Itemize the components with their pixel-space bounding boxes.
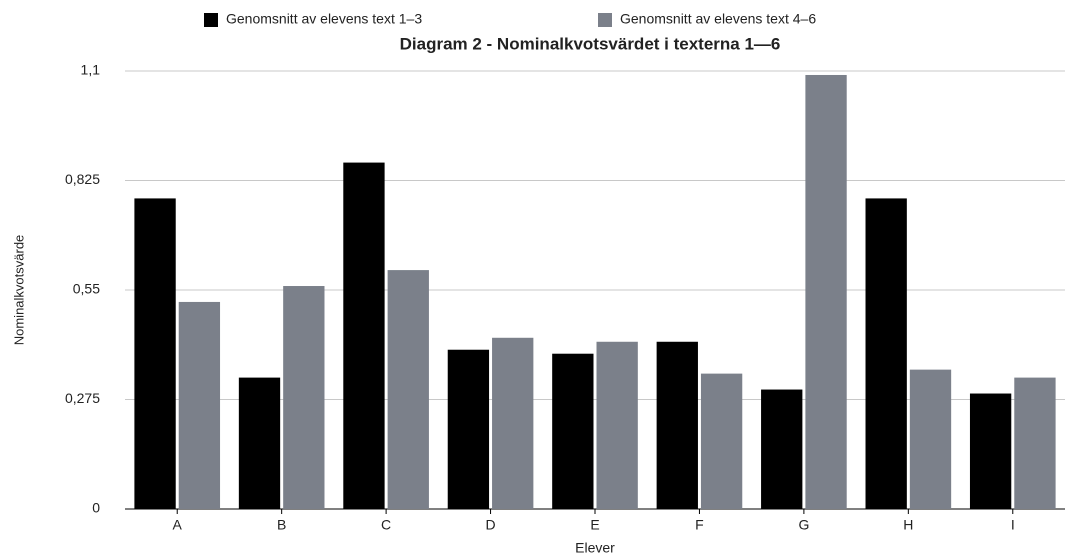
y-tick-label: 0,275 xyxy=(65,390,100,406)
bar xyxy=(865,198,907,509)
bar xyxy=(552,353,594,509)
bar xyxy=(238,377,281,509)
bar xyxy=(447,349,490,509)
y-axis-label: Nominalkvotsvärde xyxy=(11,235,26,346)
bar xyxy=(343,162,385,509)
bar xyxy=(596,341,638,509)
x-tick-label: D xyxy=(485,517,495,533)
y-tick-label: 1,1 xyxy=(81,62,101,78)
x-tick-label: C xyxy=(381,517,391,533)
bar xyxy=(909,369,952,509)
legend-label: Genomsnitt av elevens text 4–6 xyxy=(620,11,816,27)
x-tick-label: F xyxy=(695,517,704,533)
chart-title: Diagram 2 - Nominalkvotsvärdet i textern… xyxy=(400,34,781,53)
bar xyxy=(387,270,429,509)
x-axis-label: Elever xyxy=(575,540,615,556)
bar xyxy=(134,198,176,509)
x-tick-label: I xyxy=(1011,517,1015,533)
legend-swatch xyxy=(598,13,612,27)
x-tick-label: A xyxy=(173,517,183,533)
x-tick-label: E xyxy=(590,517,599,533)
bar xyxy=(805,74,847,510)
x-tick-label: H xyxy=(903,517,913,533)
x-tick-label: B xyxy=(277,517,286,533)
bar xyxy=(492,337,534,509)
y-tick-label: 0 xyxy=(92,500,100,516)
y-tick-label: 0,55 xyxy=(73,281,100,297)
bar xyxy=(283,286,325,509)
legend-swatch xyxy=(204,13,218,27)
bar xyxy=(178,301,221,509)
bar xyxy=(656,341,698,509)
bar xyxy=(969,393,1012,509)
legend-label: Genomsnitt av elevens text 1–3 xyxy=(226,11,422,27)
x-tick-label: G xyxy=(798,517,809,533)
bar xyxy=(700,373,743,509)
y-tick-label: 0,825 xyxy=(65,171,100,187)
bar xyxy=(1014,377,1056,509)
bar xyxy=(761,389,803,509)
